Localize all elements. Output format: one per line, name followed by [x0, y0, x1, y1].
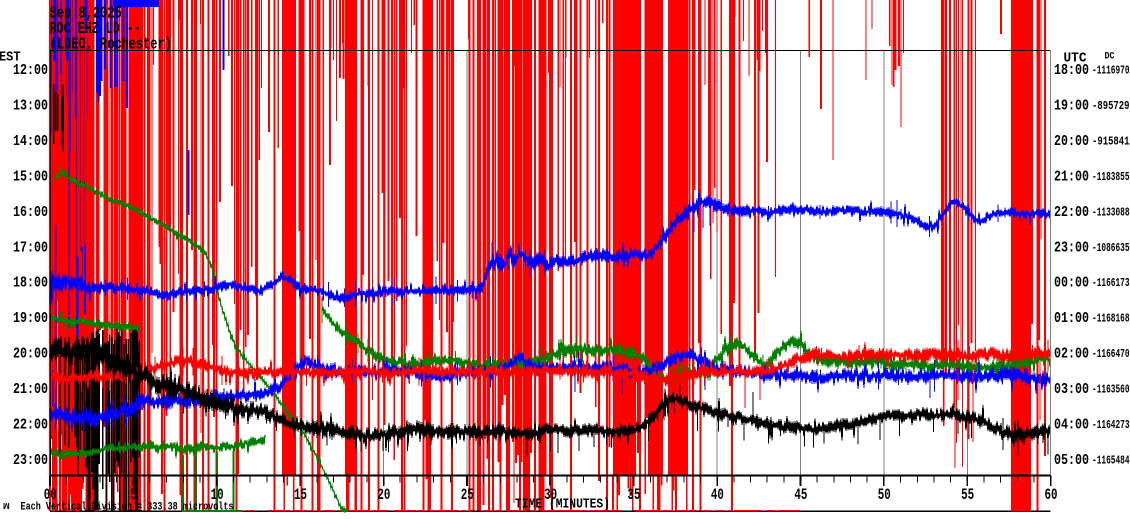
svg-text:-1164273: -1164273: [1092, 418, 1130, 432]
svg-text:23:00: 23:00: [13, 452, 48, 469]
svg-text:-1116970: -1116970: [1092, 64, 1130, 78]
svg-text:-1166470: -1166470: [1092, 347, 1130, 361]
svg-text:10: 10: [211, 486, 224, 504]
svg-text:45: 45: [794, 486, 807, 504]
svg-text:M: M: [3, 501, 10, 510]
svg-text:35: 35: [628, 486, 641, 504]
svg-text:Sep 8,2025: Sep 8,2025: [50, 4, 122, 23]
svg-text:20: 20: [377, 486, 390, 504]
svg-text:25: 25: [461, 486, 474, 504]
svg-text:18:00: 18:00: [13, 275, 48, 292]
svg-text:-1165484: -1165484: [1092, 453, 1130, 467]
svg-text:00:00: 00:00: [1054, 275, 1089, 292]
svg-text:-1163560: -1163560: [1092, 382, 1130, 396]
svg-text:20:00: 20:00: [13, 346, 48, 363]
svg-text:DC: DC: [1105, 51, 1116, 63]
svg-text:60: 60: [1045, 486, 1058, 504]
svg-text:19:00: 19:00: [1054, 98, 1089, 115]
svg-text:05:00: 05:00: [1054, 452, 1089, 469]
svg-text:55: 55: [961, 486, 974, 504]
svg-text:19:00: 19:00: [13, 310, 48, 327]
svg-text:22:00: 22:00: [13, 416, 48, 433]
svg-text:15: 15: [294, 486, 307, 504]
svg-text:02:00: 02:00: [1054, 346, 1089, 363]
svg-text:30: 30: [544, 486, 557, 504]
svg-text:5: 5: [130, 486, 137, 504]
svg-text:-1133088: -1133088: [1092, 205, 1130, 219]
svg-text:EST: EST: [0, 49, 21, 65]
svg-text:TIME (MINUTES): TIME (MINUTES): [515, 497, 610, 513]
svg-text:-1086635: -1086635: [1092, 241, 1130, 255]
svg-text:00: 00: [44, 486, 57, 504]
svg-text:04:00: 04:00: [1054, 416, 1089, 433]
svg-text:-1166173: -1166173: [1092, 276, 1130, 290]
svg-text:-1183855: -1183855: [1092, 170, 1130, 184]
svg-text:Each Vertical Division = 333.: Each Vertical Division = 333.38 microvol…: [21, 502, 234, 514]
svg-text:16:00: 16:00: [13, 204, 48, 221]
svg-text:13:00: 13:00: [13, 98, 48, 115]
svg-text:21:00: 21:00: [13, 381, 48, 398]
svg-text:18:00: 18:00: [1054, 62, 1089, 79]
svg-text:UTC: UTC: [1064, 50, 1088, 66]
svg-text:ROC EHZ LD --: ROC EHZ LD --: [50, 20, 141, 39]
svg-text:-895729: -895729: [1092, 99, 1130, 113]
svg-text:01:00: 01:00: [1054, 310, 1089, 327]
svg-text:-1168168: -1168168: [1092, 312, 1130, 326]
svg-text:20:00: 20:00: [1054, 133, 1089, 150]
svg-text:12:00: 12:00: [13, 62, 48, 79]
svg-text:15:00: 15:00: [13, 168, 48, 185]
svg-text:03:00: 03:00: [1054, 381, 1089, 398]
svg-text:(LDEO, Rochester): (LDEO, Rochester): [50, 35, 172, 54]
svg-text:40: 40: [711, 486, 724, 504]
svg-text:23:00: 23:00: [1054, 239, 1089, 256]
svg-text:22:00: 22:00: [1054, 204, 1089, 221]
svg-text:21:00: 21:00: [1054, 168, 1089, 185]
svg-text:50: 50: [878, 486, 891, 504]
svg-text:17:00: 17:00: [13, 239, 48, 256]
svg-text:-915841: -915841: [1092, 135, 1130, 149]
svg-text:14:00: 14:00: [13, 133, 48, 150]
